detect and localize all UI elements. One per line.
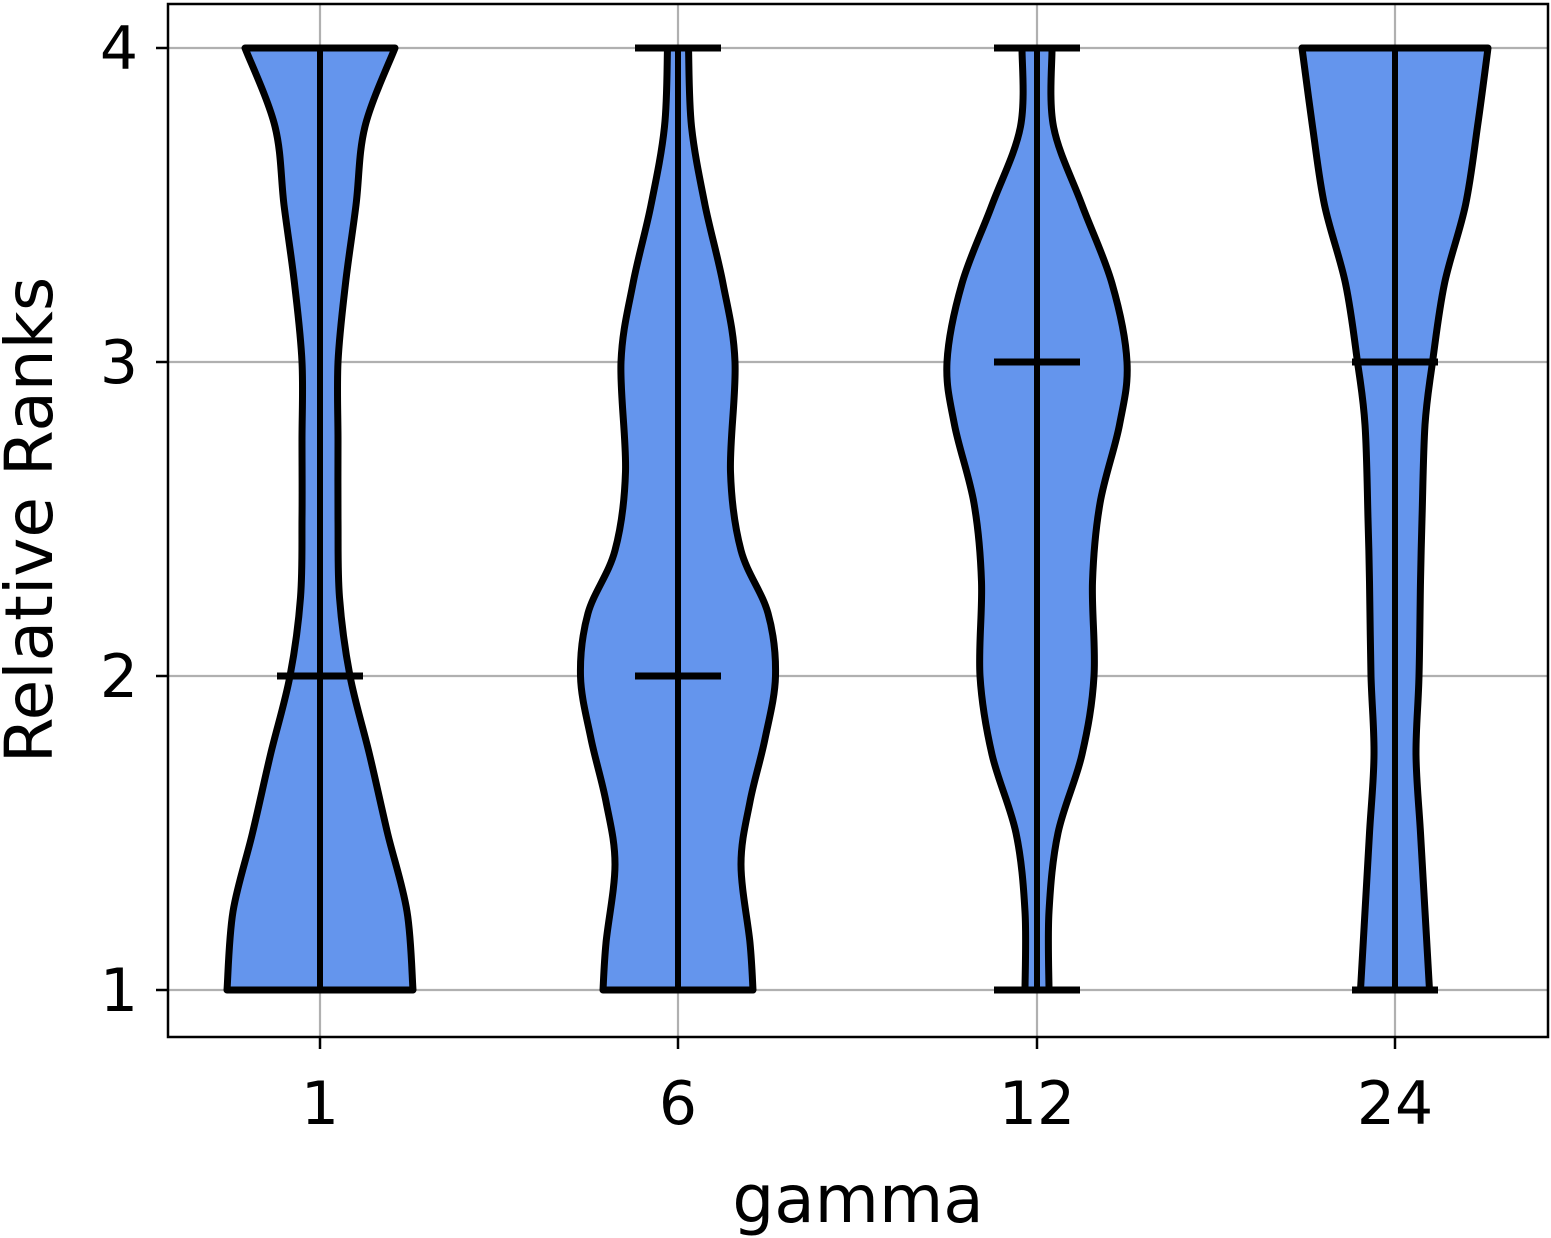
y-tick-label: 3 xyxy=(100,328,138,398)
violin-12 xyxy=(943,44,1131,994)
x-axis-label: gamma xyxy=(732,1161,983,1238)
y-tick-label: 2 xyxy=(100,642,138,712)
y-tick-label: 1 xyxy=(100,956,138,1026)
violin-1 xyxy=(223,44,417,994)
y-tick-label: 4 xyxy=(100,14,138,84)
violin-24 xyxy=(1298,44,1492,994)
violin-6 xyxy=(576,44,780,994)
x-tick-label: 1 xyxy=(301,1069,339,1139)
x-tick-label: 12 xyxy=(999,1069,1075,1139)
y-axis-label: Relative Ranks xyxy=(0,277,68,763)
violins xyxy=(223,44,1492,994)
x-tick-label: 24 xyxy=(1357,1069,1433,1139)
plot-frame xyxy=(166,2,1550,1039)
x-tick-label: 6 xyxy=(659,1069,697,1139)
